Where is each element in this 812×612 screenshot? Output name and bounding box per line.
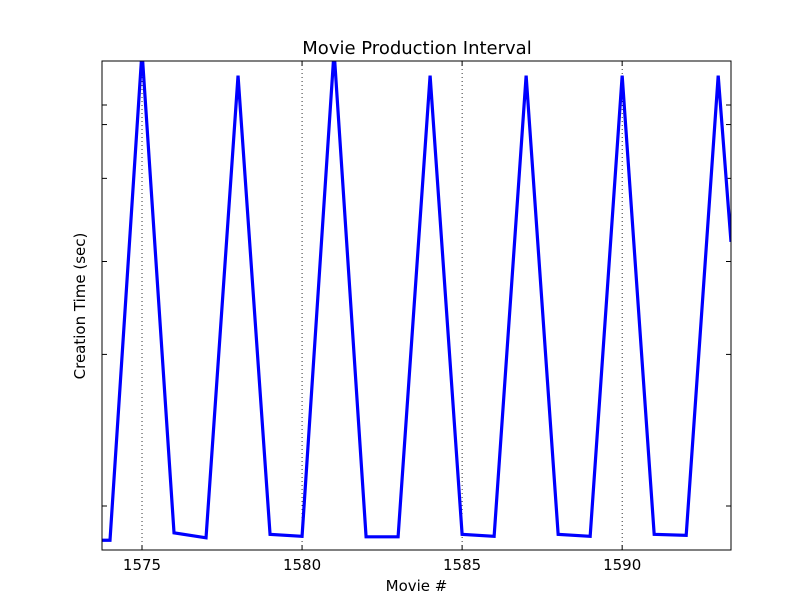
plot-series — [102, 61, 731, 542]
plot-frame — [101, 60, 732, 551]
x-gridlines — [141, 61, 623, 550]
x-axis-label: Movie # — [386, 577, 448, 595]
y-axis-label: Creation Time (sec) — [71, 233, 89, 380]
y-ticks — [102, 104, 731, 507]
x-ticks: 1575 1580 1585 1590 — [123, 61, 641, 574]
chart-title: Movie Production Interval — [302, 38, 531, 59]
x-tick-label: 1575 — [123, 556, 161, 574]
x-tick-label: 1585 — [443, 556, 481, 574]
x-tick-label: 1590 — [603, 556, 641, 574]
x-tick-label: 1580 — [283, 556, 321, 574]
series-line — [102, 61, 731, 542]
